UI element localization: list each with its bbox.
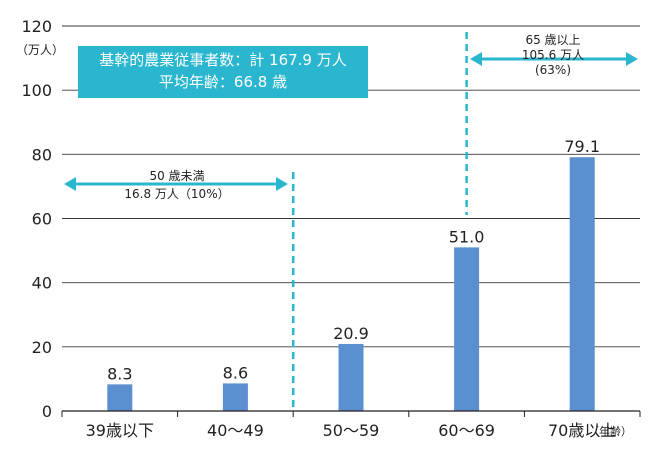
summary-info-box: 基幹的農業従事者数：計 167.9 万人 平均年齢：66.8 歳 (78, 46, 368, 98)
y-tick-label: 20 (32, 338, 52, 357)
bar-value-label: 79.1 (564, 137, 600, 156)
bars: 8.3 8.6 20.9 51.0 79.1 (107, 137, 600, 411)
over-65-range-arrow (470, 52, 638, 66)
under-50-annotation-text: 16.8 万人（10%） (124, 187, 229, 201)
bar-value-label: 20.9 (333, 324, 369, 343)
bar (454, 247, 480, 411)
x-category-label: 50～59 (323, 421, 380, 440)
under-50-annotation-text: 50 歳未満 (149, 169, 204, 183)
info-box-average-age: 平均年齢：66.8 歳 (158, 73, 288, 91)
over-65-annotation-text: 105.6 万人 (522, 48, 584, 62)
bar (107, 384, 133, 411)
x-category-label: 39歳以下 (86, 421, 154, 440)
arrow-head-left (64, 177, 76, 191)
bar-value-label: 8.3 (107, 364, 132, 383)
y-tick-label: 40 (32, 274, 52, 293)
bar (338, 343, 364, 411)
arrow-head-right (626, 52, 638, 66)
under-50-range-arrow (64, 177, 288, 191)
x-category-label: 70歳以上 (548, 421, 616, 440)
x-axis-unit-label: （年齢） (588, 424, 632, 438)
bar (222, 383, 248, 411)
y-tick-label: 80 (32, 145, 52, 164)
y-tick-label: 120 (21, 17, 52, 36)
bar-value-label: 8.6 (223, 363, 248, 382)
arrow-head-right (276, 177, 288, 191)
y-tick-label: 60 (32, 210, 52, 229)
bar-value-label: 51.0 (449, 227, 485, 246)
bar (569, 157, 595, 411)
arrow-head-left (470, 52, 482, 66)
info-box-total: 基幹的農業従事者数：計 167.9 万人 (99, 51, 347, 69)
x-category-label: 40～49 (207, 421, 264, 440)
y-axis-tick-labels: 0 20 40 60 80 100 120 (21, 17, 52, 421)
over-65-annotation-text: (63%) (535, 63, 571, 77)
y-tick-label: 0 (42, 402, 52, 421)
y-axis-unit-label: （万人） (16, 43, 64, 57)
over-65-annotation-text: 65 歳以上 (525, 33, 580, 47)
x-category-label: 60～69 (438, 421, 495, 440)
x-axis: 39歳以下 40～49 50～59 60～69 70歳以上（年齢） (61, 410, 641, 440)
y-tick-label: 100 (21, 81, 52, 100)
